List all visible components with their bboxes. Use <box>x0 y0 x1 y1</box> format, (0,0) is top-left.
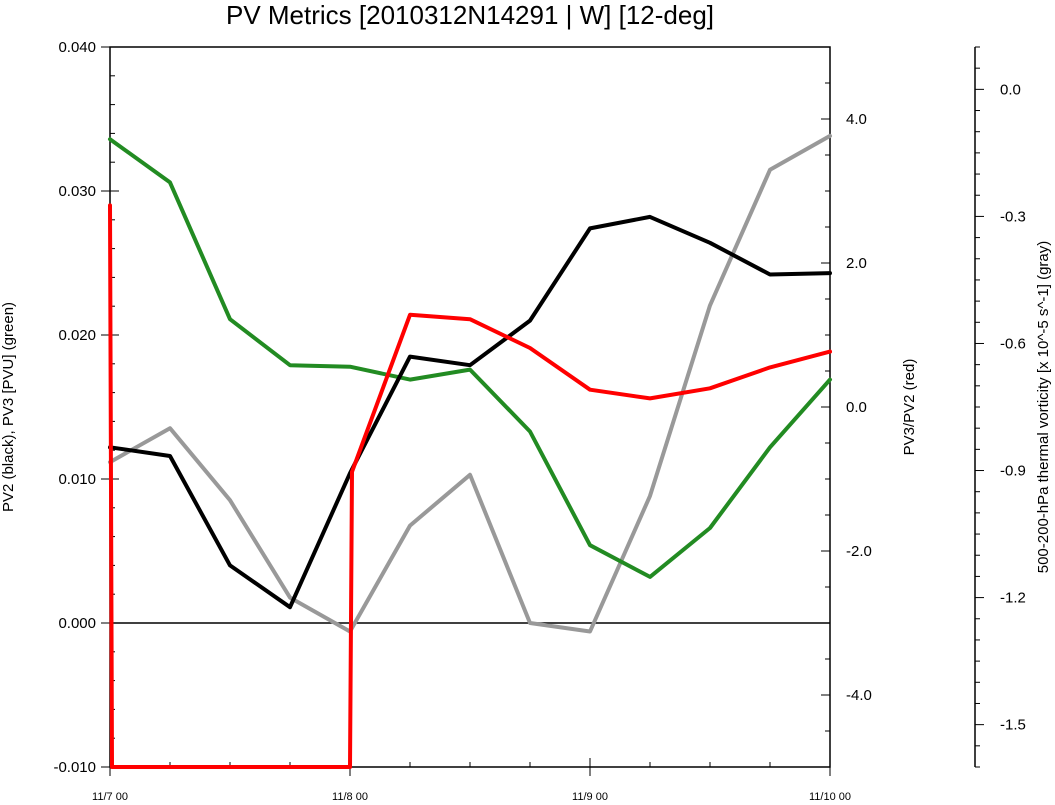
series-line-left-1 <box>108 137 832 579</box>
right-tick-label: 0.0 <box>846 399 867 416</box>
outer-right-axis-label: 500-200-hPa thermal vorticity [x 10^-5 s… <box>1035 241 1052 574</box>
outer-tick-label: -0.9 <box>1000 463 1026 480</box>
left-axis-ticks: -0.010 0.000 0.010 0.020 0.030 0.040 <box>53 39 119 776</box>
series-line-right1-2 <box>108 203 832 769</box>
bottom-tick-label: 11/8 00 <box>332 791 368 803</box>
right-tick-label: 4.0 <box>846 111 867 128</box>
outer-right-axis: -1.5 -1.2 -0.9 -0.6 -0.3 0.0 <box>974 46 1026 768</box>
plot-frame <box>109 46 831 768</box>
outer-tick-label: -0.3 <box>1000 208 1026 225</box>
right-tick-label: -4.0 <box>846 687 872 704</box>
bottom-tick-label: 11/9 00 <box>572 791 608 803</box>
left-tick-label: 0.010 <box>58 471 96 488</box>
left-tick-label: 0.040 <box>58 39 96 56</box>
right-tick-label: -2.0 <box>846 543 872 560</box>
right-axis-ticks: -4.0 -2.0 0.0 2.0 4.0 <box>821 46 872 768</box>
series-line-right2-3 <box>108 133 832 634</box>
plot-border <box>109 46 831 768</box>
outer-tick-label: 0.0 <box>1000 81 1021 98</box>
outer-tick-label: -1.2 <box>1000 590 1026 607</box>
left-tick-label: 0.030 <box>58 183 96 200</box>
left-tick-label: 0.020 <box>58 327 96 344</box>
series-lines <box>108 133 832 769</box>
outer-tick-label: -1.5 <box>1000 717 1026 734</box>
bottom-tick-label: 11/10 00 <box>809 791 851 803</box>
right-tick-label: 2.0 <box>846 255 867 272</box>
left-tick-label: -0.010 <box>53 759 96 776</box>
bottom-axis-ticks: 11/7 00 11/8 00 11/9 00 11/10 00 <box>92 758 851 803</box>
outer-tick-label: -0.6 <box>1000 335 1026 352</box>
bottom-tick-label: 11/7 00 <box>92 791 128 803</box>
left-tick-label: 0.000 <box>58 615 96 632</box>
series-line-left-0 <box>108 214 832 610</box>
left-axis-label: PV2 (black), PV3 [PVU] (green) <box>0 302 17 512</box>
right-axis-label: PV3/PV2 (red) <box>901 359 918 456</box>
chart-title: PV Metrics [2010312N14291 | W] [12-deg] <box>226 0 714 30</box>
